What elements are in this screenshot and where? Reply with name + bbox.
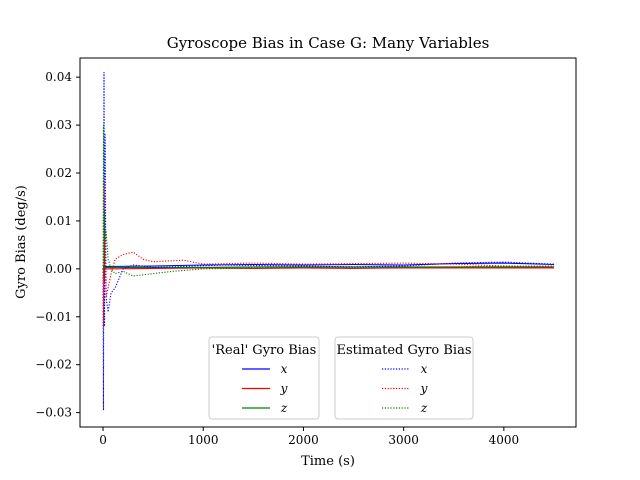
legend-frame xyxy=(334,336,474,420)
y-tick-label: 0.03 xyxy=(45,118,72,132)
y-axis-label: Gyro Bias (deg/s) xyxy=(14,185,29,299)
chart-title: Gyroscope Bias in Case G: Many Variables xyxy=(167,34,490,52)
y-tick-label: −0.02 xyxy=(35,358,72,372)
legend-estimated: Estimated Gyro Bias xyz xyxy=(334,336,474,420)
y-tick-label: −0.01 xyxy=(35,310,72,324)
legend-label-z: z xyxy=(280,401,288,415)
series-estimated-x-line xyxy=(102,71,555,411)
x-axis-label: Time (s) xyxy=(301,454,355,469)
legend-label-z: z xyxy=(420,401,428,415)
series-real-x-line xyxy=(102,262,555,268)
series-real-y-line xyxy=(102,267,554,270)
y-tick-label: 0.01 xyxy=(45,214,72,228)
legend-frame xyxy=(208,336,320,420)
y-tick-label: 0.04 xyxy=(45,70,72,84)
y-tick-label: 0.00 xyxy=(45,262,72,276)
x-tick-label: 2000 xyxy=(288,433,319,447)
plot-frame xyxy=(79,57,577,428)
series-estimated-z-line xyxy=(102,124,554,279)
series-real-z-line xyxy=(103,266,554,268)
y-tick-label: −0.03 xyxy=(35,406,72,420)
legend-real: 'Real' Gyro Bias xyz xyxy=(208,336,320,420)
legend-title: 'Real' Gyro Bias xyxy=(212,343,317,358)
plot-area: 0 1000 2000 3000 4000 −0.03 −0.02 −0.01 0.00 0.0… xyxy=(35,57,577,447)
x-tick-label: 1000 xyxy=(188,433,219,447)
legend-label-x: x xyxy=(421,362,428,376)
legend-label-x: x xyxy=(281,362,288,376)
x-axis-ticks: 0 1000 2000 3000 4000 xyxy=(99,427,519,447)
series-layer xyxy=(102,71,555,411)
legend-label-y: y xyxy=(420,382,428,396)
series-estimated-y-line xyxy=(102,182,555,327)
legend-label-y: y xyxy=(280,382,288,396)
legend-title: Estimated Gyro Bias xyxy=(336,343,471,358)
x-tick-label: 0 xyxy=(99,433,107,447)
y-axis-ticks: −0.03 −0.02 −0.01 0.00 0.01 0.02 0.03 0.04 xyxy=(35,70,80,420)
x-tick-label: 4000 xyxy=(489,433,520,447)
x-tick-label: 3000 xyxy=(388,433,419,447)
y-tick-label: 0.02 xyxy=(45,166,72,180)
